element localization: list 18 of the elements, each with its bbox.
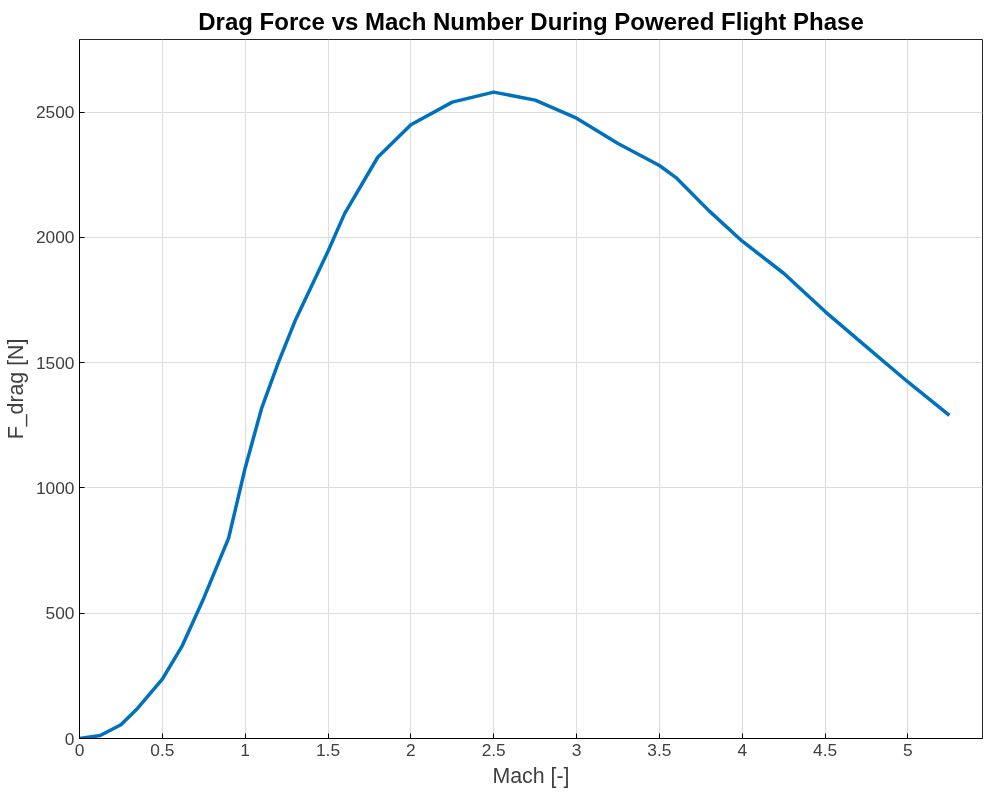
x-tick-label: 5 — [903, 739, 913, 760]
x-tick-label: 2.5 — [481, 739, 506, 760]
x-axis-title: Mach [-] — [492, 763, 570, 788]
x-tick-label: 4.5 — [813, 739, 838, 760]
y-tick-label: 2500 — [35, 102, 75, 123]
y-axis-title: F_drag [N] — [3, 338, 28, 440]
x-tick-label: 0.5 — [150, 739, 175, 760]
y-tick-label: 500 — [45, 603, 75, 624]
chart-title: Drag Force vs Mach Number During Powered Flight Phase — [198, 7, 864, 35]
x-tick-label: 1 — [240, 739, 251, 760]
y-tick-label: 2000 — [35, 227, 75, 248]
y-tick-label: 1500 — [35, 352, 75, 373]
y-tick-label: 1000 — [35, 477, 75, 498]
x-tick-label: 3.5 — [647, 739, 672, 760]
x-tick-label: 4 — [737, 739, 748, 760]
x-tick-label: 3 — [571, 739, 582, 760]
x-tick-label: 1.5 — [315, 739, 341, 760]
x-tick-label: 2 — [406, 739, 416, 760]
